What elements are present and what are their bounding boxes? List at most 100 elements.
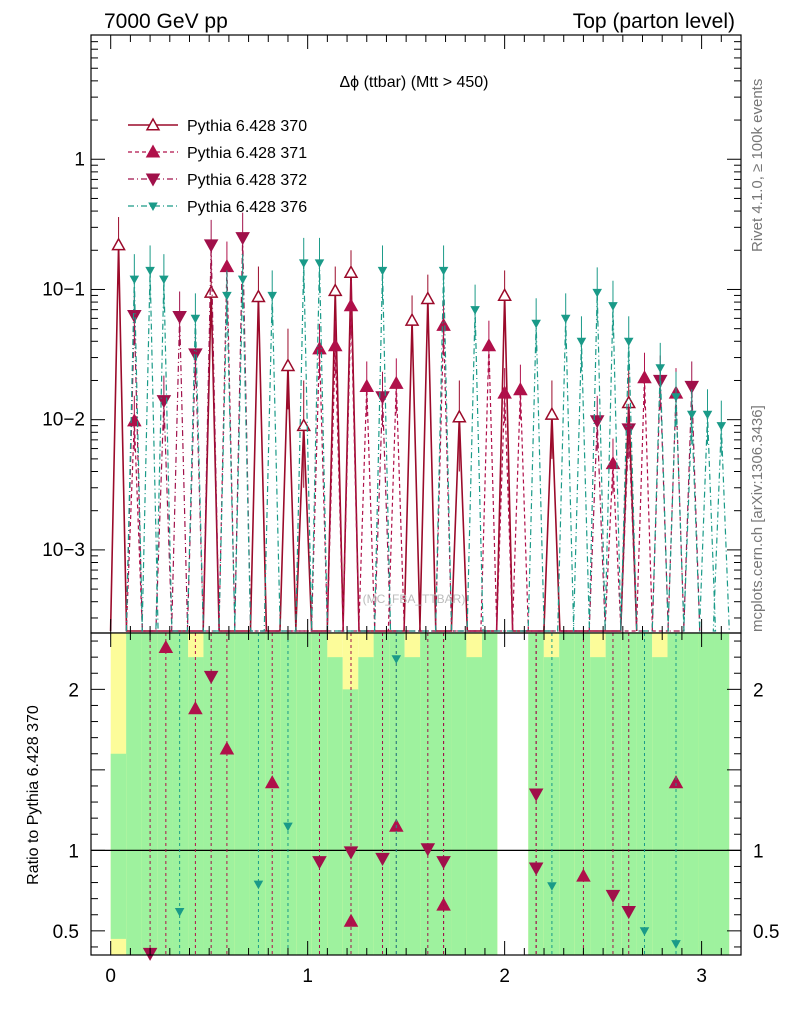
xtick-label: 0 [105,966,116,987]
series-1-point-8 [481,338,497,352]
band-inner-14 [327,657,343,955]
series-0-point-8 [420,291,436,305]
series-0-point-6 [343,264,359,279]
band-inner-37 [683,633,699,955]
series-2-point-4 [203,239,219,253]
band-inner-24 [481,633,498,955]
mcplots-label: mcplots.cern.ch [arXiv:1306.3436] [749,405,766,632]
legend-marker-point-0 [145,117,161,131]
xtick-label: 2 [499,966,510,987]
xtick-label: 1 [302,966,313,987]
legend: Pythia 6.428 370 Pythia 6.428 371 Pythia 6… [128,117,307,216]
legend-marker-point-1 [145,144,161,158]
ratio-series-0-point-4 [343,913,359,927]
ratio-series-1-point-8 [528,788,544,802]
band-inner-15 [342,689,359,955]
uncertainty-bands [110,633,730,955]
series-0-point-3 [280,358,296,372]
series-1-point-7 [436,317,451,331]
series-3-point-6 [267,291,277,301]
band-inner-36 [667,633,684,955]
series-1-point-2 [312,341,327,355]
band-inner-9 [249,633,266,955]
series-3-point-19 [671,393,681,402]
series-1-point-1 [219,258,235,273]
ratio-series-1-point-5 [420,843,436,857]
series-1-point-11 [605,456,621,470]
series-3-point-13 [560,314,571,324]
series-3 [125,237,730,632]
series-3-point-17 [623,337,634,347]
ratio-ytick-label-right: 1 [753,841,764,862]
band-inner-35 [652,657,668,955]
legend-label-2: Pythia 6.428 372 [187,172,307,189]
series-3-point-7 [298,259,309,268]
band-inner-33 [621,633,637,955]
series-3-point-20 [686,410,697,420]
band-inner-32 [605,633,622,955]
watermark: (MC_FBA_TTBAR) [363,592,466,606]
series-3-point-11 [470,306,480,315]
series-3-point-4 [222,291,232,301]
ratio-ylabel: Ratio to Pythia 6.428 370 [25,705,42,885]
band-inner-11 [280,633,297,955]
ratio-series-2-point-0 [174,907,185,917]
band-inner-1 [126,633,142,955]
ratio-series-0-point-1 [188,701,203,715]
ratio-series-2-point-6 [671,940,681,949]
series-2-point-0 [127,310,142,324]
series-1-point-9 [497,385,512,399]
legend-marker-point-2 [145,173,161,187]
series-0-point-0 [111,237,126,251]
band-inner-4 [172,633,189,955]
ratio-series-1-point-1 [203,670,219,685]
band-inner-6 [203,633,220,955]
band-inner-29 [559,633,575,955]
ratio-series-1-point-9 [605,889,621,903]
band-inner-0 [110,753,127,939]
header-left: 7000 GeV pp [104,10,228,33]
band-inner-30 [574,633,591,955]
band-inner-28 [543,657,560,955]
series-2-point-7 [589,415,605,429]
series-0-point-5 [327,283,343,297]
legend-label-0: Pythia 6.428 370 [187,118,307,135]
ratio-series-0-point-2 [219,741,235,755]
main-panel: 10−3 10−2 10−1 1 Δϕ (ttbar) (Mtt > 450) (MC… [42,34,742,634]
series-0-point-1 [203,284,219,298]
series-0-line [109,244,638,632]
series-0-point-7 [404,312,420,326]
ratio-series-1-point-6 [436,856,451,870]
ratio-series-2 [174,633,681,955]
series-3-point-10 [438,266,449,276]
band-inner-17 [373,633,390,955]
series-3-point-12 [531,319,541,329]
ratio-series-0-point-7 [576,868,591,882]
ratio-series-1-point-2 [312,856,327,870]
legend-label-3: Pythia 6.428 376 [187,199,307,216]
series-1-point-10 [513,382,528,396]
series-1-point-4 [343,298,359,312]
series-2-point-3 [188,348,203,362]
ratio-ytick-label-left: 2 [68,680,79,701]
series-3-point-5 [237,275,248,285]
ratio-ytick-label-right: 2 [753,680,764,701]
ratio-series-2-point-3 [391,655,402,664]
series-3-point-15 [592,288,602,298]
xtick-label: 3 [696,966,707,987]
band-inner-2 [141,633,158,955]
band-inner-21 [435,633,452,955]
band-inner-18 [389,633,405,955]
ytick-label-main: 1 [74,149,85,170]
series-0-point-10 [497,287,512,301]
series-2-point-2 [172,310,187,325]
ratio-ytick-label-left: 1 [68,841,79,862]
ratio-series-1 [142,633,637,961]
series-2-point-1 [156,395,172,409]
series-1-point-3 [327,338,343,352]
series-2-point-10 [684,380,700,394]
legend-label-1: Pythia 6.428 371 [187,145,307,162]
header-right: Top (parton level) [573,10,735,33]
band-inner-13 [311,633,328,955]
